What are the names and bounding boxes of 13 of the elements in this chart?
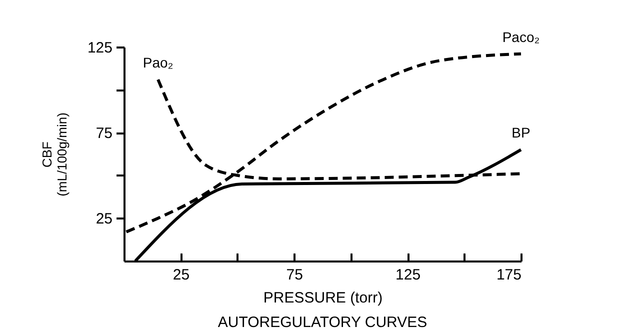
series-label: Pao₂ [142,54,174,71]
y-tick-label: 125 [87,40,112,56]
text: AUTOREGULATORY CURVES [218,314,428,331]
x-tick-label: 25 [172,266,190,284]
x-axis-title: PRESSURE (torr) [263,290,383,306]
x-tick-label: 125 [396,266,421,284]
y-axis-title: CBF (mL/100g/min) [39,112,70,196]
y-tick-label: 25 [96,210,112,228]
x-tick-label: 75 [286,266,303,284]
series-label: BP [512,124,530,141]
y-tick-label: 75 [96,125,112,142]
series-label: Paco₂ [502,28,540,45]
x-tick-label: 175 [496,266,522,284]
